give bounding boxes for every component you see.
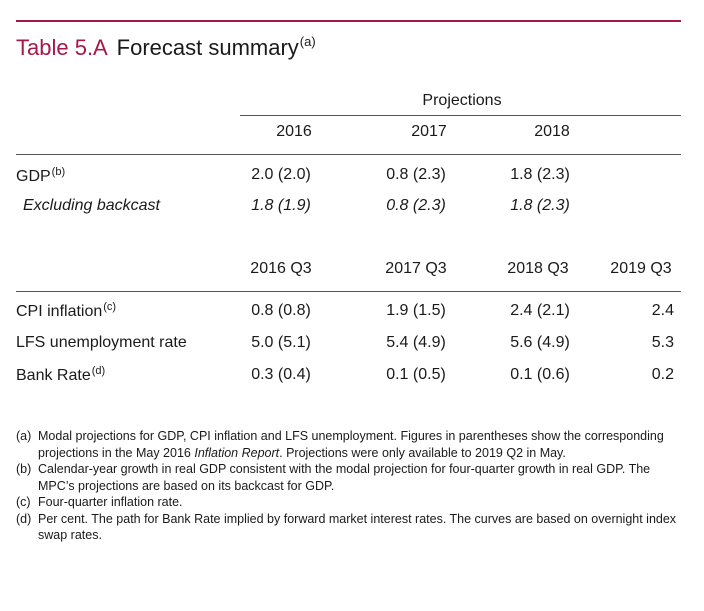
year-header-2017: 2017 [411,123,447,140]
lfs-2017q3-value: 5.4 (4.9) [386,334,446,351]
title-top-rule [16,20,681,22]
gdp-2016-value: 2.0 (2.0) [251,166,311,183]
gdp-2017-value: 0.8 (2.3) [386,166,446,183]
bank-rate-2018q3-value: 0.1 (0.6) [510,366,570,383]
cpi-2018q3-value: 2.4 (2.1) [510,302,570,319]
quarter-header-2016q3: 2016 Q3 [250,260,312,277]
year-header-2016: 2016 [276,123,312,140]
cpi-2019q3-value: 2.4 [651,302,674,319]
projections-header: Projections [422,92,502,109]
footnote-c: (c) Four-quarter inflation rate. [16,495,183,509]
table-title: Table 5.A Forecast summary(a) [16,34,316,61]
excl-backcast-2016-value: 1.8 (1.9) [251,197,311,214]
cpi-2017q3-value: 1.9 (1.5) [386,302,446,319]
table-number: Table 5.A [16,35,107,60]
cpi-footnote-marker: (c) [103,301,117,313]
footnote-a: (a) Modal projections for GDP, CPI infla… [16,429,664,460]
bank-rate-2019q3-value: 0.2 [651,366,674,383]
row-label-bank-rate: Bank Rate(d) [16,365,106,384]
gdp-2018-value: 1.8 (2.3) [510,166,570,183]
excl-backcast-2017-value: 0.8 (2.3) [386,197,446,214]
bank-rate-2017q3-value: 0.1 (0.5) [386,366,446,383]
bank-rate-footnote-marker: (d) [91,365,106,377]
cpi-2016q3-value: 0.8 (0.8) [251,302,311,319]
quarter-header-rule [16,291,681,292]
row-label-lfs-unemployment: LFS unemployment rate [16,334,187,351]
lfs-2018q3-value: 5.6 (4.9) [510,334,570,351]
footnote-b: (b) Calendar-year growth in real GDP con… [16,462,651,493]
quarter-header-2018q3: 2018 Q3 [507,260,569,277]
quarter-header-2019q3: 2019 Q3 [610,260,672,277]
header-bottom-rule [16,154,681,155]
quarter-header-2017q3: 2017 Q3 [385,260,447,277]
row-label-excluding-backcast: Excluding backcast [23,197,160,214]
bank-rate-2016q3-value: 0.3 (0.4) [251,366,311,383]
table-name: Forecast summary [116,35,299,60]
row-label-cpi-inflation: CPI inflation(c) [16,301,117,320]
projections-rule [240,115,681,116]
title-footnote-marker: (a) [299,34,316,49]
footnotes: (a) Modal projections for GDP, CPI infla… [16,428,686,544]
lfs-2016q3-value: 5.0 (5.1) [251,334,311,351]
footnote-d: (d) Per cent. The path for Bank Rate imp… [16,511,677,543]
year-header-2018: 2018 [534,123,570,140]
gdp-footnote-marker: (b) [51,166,66,178]
row-label-gdp: GDP(b) [16,166,66,185]
excl-backcast-2018-value: 1.8 (2.3) [510,197,570,214]
lfs-2019q3-value: 5.3 [651,334,674,351]
